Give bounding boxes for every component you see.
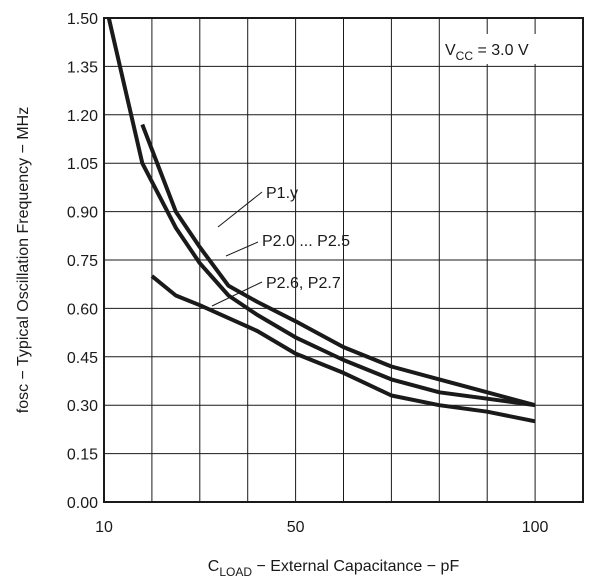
leader-line-p26-p27: [211, 281, 263, 307]
series-label-p1y: P1.y: [266, 185, 298, 202]
series-labels: P1.y P2.0 ... P2.5 P2.6, P2.7: [262, 185, 350, 292]
x-tick-label: 50: [287, 519, 305, 536]
condition-rest: = 3.0 V: [473, 42, 529, 59]
x-tick-labels: 10 50 100: [95, 519, 548, 536]
y-tick-label: 1.05: [67, 156, 98, 173]
y-tick-label: 0.45: [67, 350, 98, 367]
condition-label-background: [440, 34, 578, 64]
y-tick-label: 1.20: [67, 108, 98, 125]
x-tick-label: 100: [522, 519, 549, 536]
y-tick-labels: 0.00 0.15 0.30 0.45 0.60 0.75 0.90 1.05 1.20 1.35…: [67, 11, 98, 512]
y-tick-label: 0.15: [67, 447, 98, 464]
leader-line-p1y: [217, 191, 263, 228]
y-tick-label: 0.60: [67, 301, 98, 318]
label-leader-lines: [211, 191, 263, 307]
series-line-p26-p27: [150, 274, 536, 424]
y-tick-label: 1.35: [67, 59, 98, 76]
series-line-p1y: [140, 123, 536, 408]
y-tick-label: 0.00: [67, 495, 98, 512]
y-tick-label: 0.90: [67, 205, 98, 222]
x-axis-title: CLOAD − External Capacitance − pF: [208, 558, 460, 579]
series-label-p20-p25: P2.0 ... P2.5: [262, 233, 350, 250]
y-tick-label: 0.75: [67, 253, 98, 270]
series-line-p20-p25: [106, 17, 536, 408]
x-axis-title-subscript: LOAD: [219, 565, 252, 579]
condition-label: VCC = 3.0 V: [445, 42, 529, 63]
y-tick-label: 1.50: [67, 11, 98, 28]
condition-subscript: CC: [456, 49, 474, 63]
plot-frame: [103, 17, 584, 503]
y-axis-title: fosc − Typical Oscillation Frequency − M…: [15, 107, 32, 414]
x-tick-label: 10: [95, 519, 113, 536]
series-lines: [106, 17, 536, 424]
series-label-p26-p27: P2.6, P2.7: [266, 275, 341, 292]
x-axis-title-rest: − External Capacitance − pF: [252, 558, 459, 575]
grid: [104, 18, 583, 502]
leader-line-p20-p25: [225, 241, 259, 257]
y-tick-label: 0.30: [67, 398, 98, 415]
x-axis-title-main: C: [208, 558, 220, 575]
condition-main: V: [445, 42, 456, 59]
